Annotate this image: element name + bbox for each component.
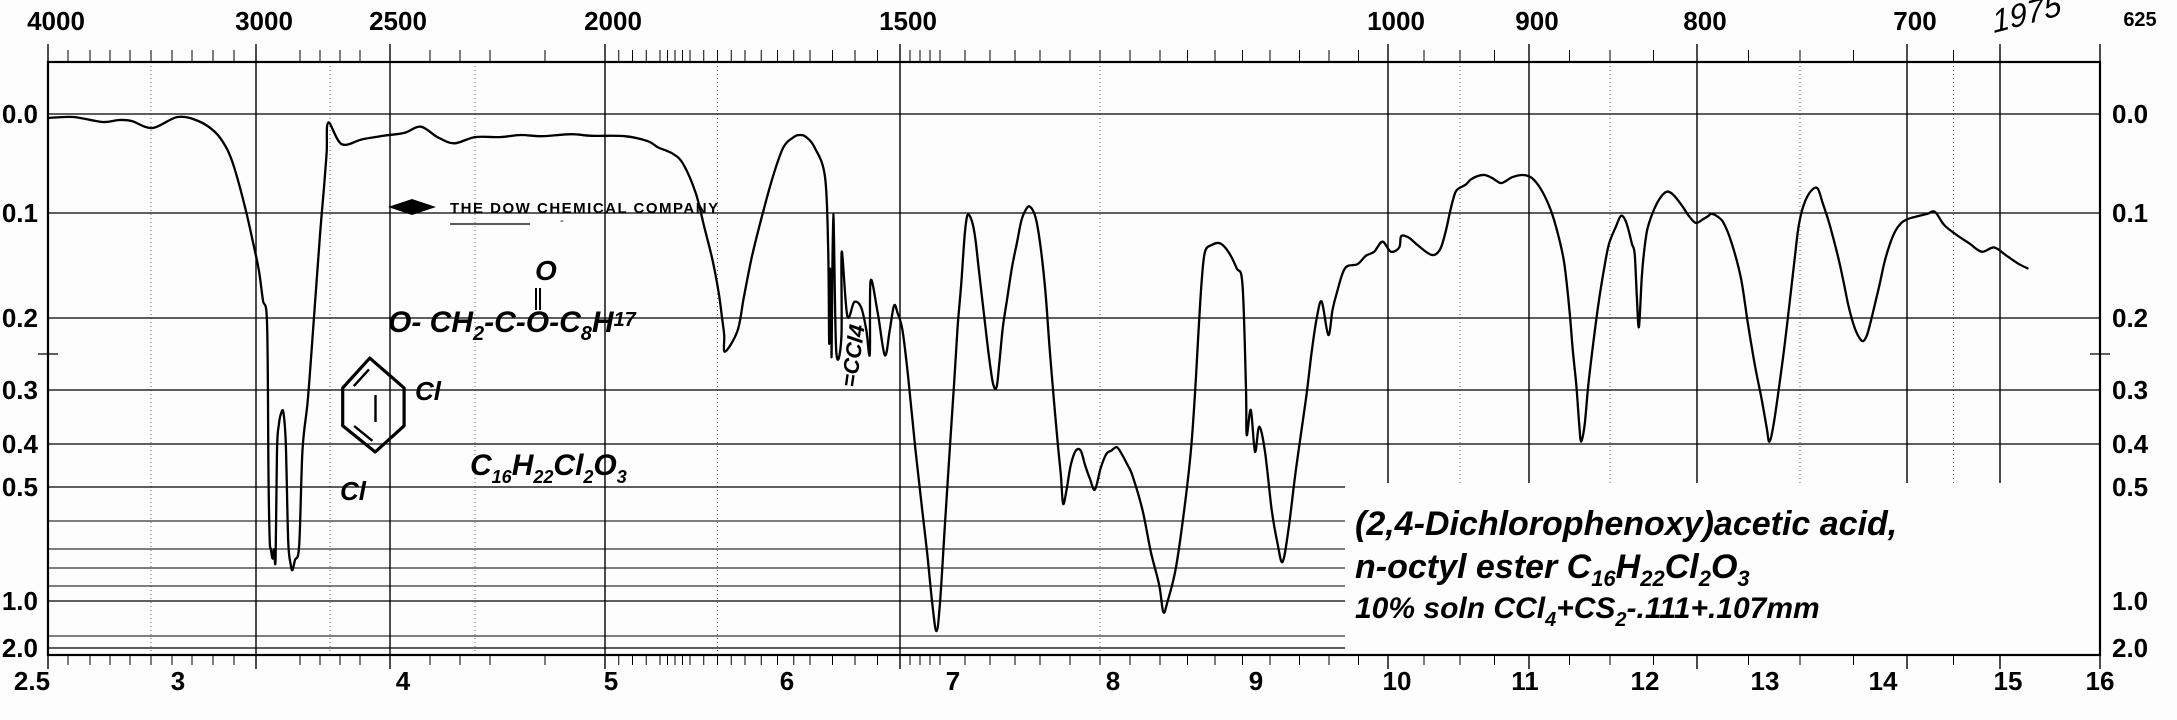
svg-text:625: 625 <box>2123 9 2156 31</box>
svg-text:8: 8 <box>1106 666 1120 696</box>
svg-text:6: 6 <box>780 666 794 696</box>
svg-text:0.5: 0.5 <box>2112 472 2148 502</box>
svg-text:9: 9 <box>1249 666 1263 696</box>
svg-text:4: 4 <box>396 666 411 696</box>
svg-text:0.4: 0.4 <box>2 429 39 459</box>
svg-text:O: O <box>535 255 557 286</box>
svg-text:n-octyl ester C16H22Cl2O3: n-octyl ester C16H22Cl2O3 <box>1355 548 1750 591</box>
svg-text:Cl: Cl <box>415 376 442 406</box>
svg-text:10: 10 <box>1383 666 1412 696</box>
svg-text:16: 16 <box>2086 666 2115 696</box>
svg-text:0.5: 0.5 <box>2 472 38 502</box>
svg-text:0.0: 0.0 <box>2112 99 2148 129</box>
svg-text:2500: 2500 <box>369 6 427 36</box>
svg-text:0.1: 0.1 <box>2 198 38 228</box>
svg-text:4000: 4000 <box>27 6 85 36</box>
svg-text:11: 11 <box>1511 666 1539 696</box>
svg-text:5: 5 <box>604 666 618 696</box>
svg-text:2.5: 2.5 <box>14 666 50 696</box>
svg-text:2.0: 2.0 <box>2 633 38 663</box>
svg-text:13: 13 <box>1751 666 1780 696</box>
svg-text:0.3: 0.3 <box>2 375 38 405</box>
svg-text:2000: 2000 <box>584 6 642 36</box>
svg-text:0.2: 0.2 <box>2 303 38 333</box>
svg-text:1000: 1000 <box>1367 6 1425 36</box>
svg-text:0.3: 0.3 <box>2112 375 2148 405</box>
svg-text:0.4: 0.4 <box>2112 429 2149 459</box>
svg-text:THE DOW CHEMICAL COMPANY: THE DOW CHEMICAL COMPANY <box>450 200 720 217</box>
svg-text:0.1: 0.1 <box>2112 198 2148 228</box>
svg-text:900: 900 <box>1515 6 1558 36</box>
svg-text:1.0: 1.0 <box>2 586 38 616</box>
svg-text:Cl: Cl <box>340 476 367 506</box>
svg-text:2.0: 2.0 <box>2112 633 2148 663</box>
svg-text:0.0: 0.0 <box>2 99 38 129</box>
svg-text:0.2: 0.2 <box>2112 303 2148 333</box>
svg-text:800: 800 <box>1683 6 1726 36</box>
svg-text:12: 12 <box>1631 666 1660 696</box>
svg-text:7: 7 <box>946 666 960 696</box>
svg-text:1.0: 1.0 <box>2112 586 2148 616</box>
svg-text:(2,4-Dichlorophenoxy)acetic ac: (2,4-Dichlorophenoxy)acetic acid, <box>1355 505 1897 543</box>
svg-text:3: 3 <box>171 666 185 696</box>
svg-text:14: 14 <box>1869 666 1898 696</box>
svg-text:1500: 1500 <box>879 6 937 36</box>
svg-text:700: 700 <box>1893 6 1936 36</box>
svg-text:3000: 3000 <box>235 6 293 36</box>
svg-text:15: 15 <box>1994 666 2023 696</box>
svg-text:-: - <box>560 215 564 227</box>
